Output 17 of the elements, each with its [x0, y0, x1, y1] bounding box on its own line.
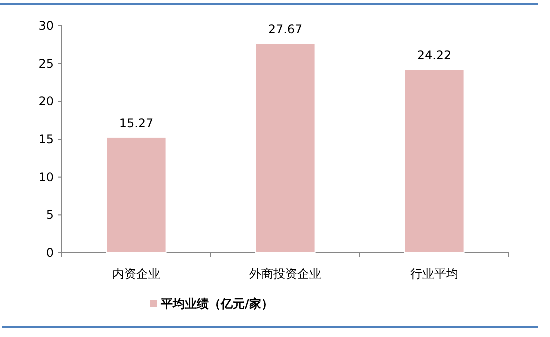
- legend-label: 平均业绩（亿元/家）: [160, 297, 274, 311]
- bar: [255, 43, 316, 254]
- y-tick-label: 10: [38, 170, 54, 184]
- data-label: 24.22: [417, 48, 452, 63]
- x-tick-label: 内资企业: [112, 267, 160, 281]
- y-tick-label: 15: [38, 132, 54, 146]
- bar: [404, 69, 465, 254]
- x-tick-label: 外商投资企业: [250, 267, 322, 281]
- data-label: 15.27: [119, 116, 154, 130]
- y-tick-label: 25: [38, 56, 54, 71]
- y-tick-label: 0: [46, 246, 54, 260]
- y-tick-label: 30: [38, 19, 54, 33]
- bar: [106, 136, 167, 254]
- x-tick-label: 行业平均: [410, 267, 458, 281]
- data-label: 27.67: [268, 22, 303, 37]
- y-tick-label: 20: [38, 94, 54, 109]
- y-tick-label: 5: [46, 208, 54, 222]
